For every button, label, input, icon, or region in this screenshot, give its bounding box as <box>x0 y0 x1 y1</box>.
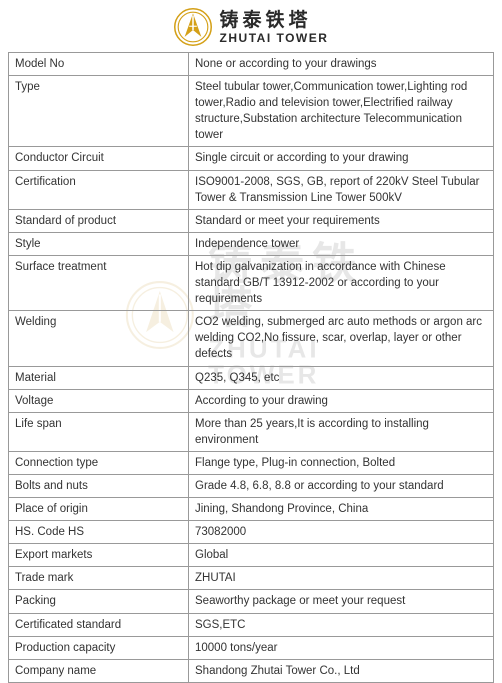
spec-label: Material <box>9 366 189 389</box>
spec-label: Type <box>9 76 189 147</box>
spec-value: 10000 tons/year <box>189 636 494 659</box>
spec-label: Bolts and nuts <box>9 474 189 497</box>
table-row: TypeSteel tubular tower,Communication to… <box>9 76 494 147</box>
table-row: Conductor CircuitSingle circuit or accor… <box>9 147 494 170</box>
brand-english: ZHUTAI TOWER <box>220 32 329 44</box>
table-row: Surface treatmentHot dip galvanization i… <box>9 255 494 310</box>
table-row: WeldingCO2 welding, submerged arc auto m… <box>9 311 494 366</box>
spec-label: Connection type <box>9 451 189 474</box>
spec-label: Welding <box>9 311 189 366</box>
table-row: StyleIndependence tower <box>9 232 494 255</box>
spec-value: According to your drawing <box>189 389 494 412</box>
spec-value: Seaworthy package or meet your request <box>189 590 494 613</box>
table-row: Standard of productStandard or meet your… <box>9 209 494 232</box>
spec-label: Conductor Circuit <box>9 147 189 170</box>
spec-label: Certificated standard <box>9 613 189 636</box>
table-row: VoltageAccording to your drawing <box>9 389 494 412</box>
table-row: Export marketsGlobal <box>9 544 494 567</box>
table-row: Company nameShandong Zhutai Tower Co., L… <box>9 659 494 682</box>
spec-label: Packing <box>9 590 189 613</box>
spec-table: Model NoNone or according to your drawin… <box>8 52 494 683</box>
spec-label: Standard of product <box>9 209 189 232</box>
brand-chinese: 铸泰铁塔 <box>220 11 329 30</box>
spec-label: Life span <box>9 412 189 451</box>
spec-value: Independence tower <box>189 232 494 255</box>
spec-value: 73082000 <box>189 521 494 544</box>
header: 铸泰铁塔 ZHUTAI TOWER <box>0 0 502 52</box>
table-row: Certificated standardSGS,ETC <box>9 613 494 636</box>
table-row: Trade markZHUTAI <box>9 567 494 590</box>
spec-value: Standard or meet your requirements <box>189 209 494 232</box>
spec-value: ZHUTAI <box>189 567 494 590</box>
spec-value: Shandong Zhutai Tower Co., Ltd <box>189 659 494 682</box>
brand-text: 铸泰铁塔 ZHUTAI TOWER <box>220 11 329 44</box>
spec-label: Trade mark <box>9 567 189 590</box>
spec-value: More than 25 years,It is according to in… <box>189 412 494 451</box>
table-row: Production capacity10000 tons/year <box>9 636 494 659</box>
spec-value: ISO9001-2008, SGS, GB, report of 220kV S… <box>189 170 494 209</box>
spec-value: None or according to your drawings <box>189 53 494 76</box>
spec-value: Hot dip galvanization in accordance with… <box>189 255 494 310</box>
spec-label: Surface treatment <box>9 255 189 310</box>
spec-label: Production capacity <box>9 636 189 659</box>
spec-value: Q235, Q345, etc <box>189 366 494 389</box>
spec-label: HS. Code HS <box>9 521 189 544</box>
table-row: Place of originJining, Shandong Province… <box>9 498 494 521</box>
spec-label: Model No <box>9 53 189 76</box>
spec-label: Export markets <box>9 544 189 567</box>
spec-value: Global <box>189 544 494 567</box>
table-row: CertificationISO9001-2008, SGS, GB, repo… <box>9 170 494 209</box>
table-row: Connection typeFlange type, Plug-in conn… <box>9 451 494 474</box>
spec-label: Voltage <box>9 389 189 412</box>
spec-value: Jining, Shandong Province, China <box>189 498 494 521</box>
spec-value: Grade 4.8, 6.8, 8.8 or according to your… <box>189 474 494 497</box>
spec-value: CO2 welding, submerged arc auto methods … <box>189 311 494 366</box>
table-row: HS. Code HS73082000 <box>9 521 494 544</box>
table-row: Bolts and nutsGrade 4.8, 6.8, 8.8 or acc… <box>9 474 494 497</box>
spec-value: SGS,ETC <box>189 613 494 636</box>
spec-label: Certification <box>9 170 189 209</box>
spec-value: Single circuit or according to your draw… <box>189 147 494 170</box>
spec-label: Place of origin <box>9 498 189 521</box>
spec-value: Flange type, Plug-in connection, Bolted <box>189 451 494 474</box>
spec-value: Steel tubular tower,Communication tower,… <box>189 76 494 147</box>
table-row: Life spanMore than 25 years,It is accord… <box>9 412 494 451</box>
spec-label: Style <box>9 232 189 255</box>
table-row: PackingSeaworthy package or meet your re… <box>9 590 494 613</box>
logo-icon <box>174 8 212 46</box>
table-row: Model NoNone or according to your drawin… <box>9 53 494 76</box>
table-row: MaterialQ235, Q345, etc <box>9 366 494 389</box>
spec-label: Company name <box>9 659 189 682</box>
